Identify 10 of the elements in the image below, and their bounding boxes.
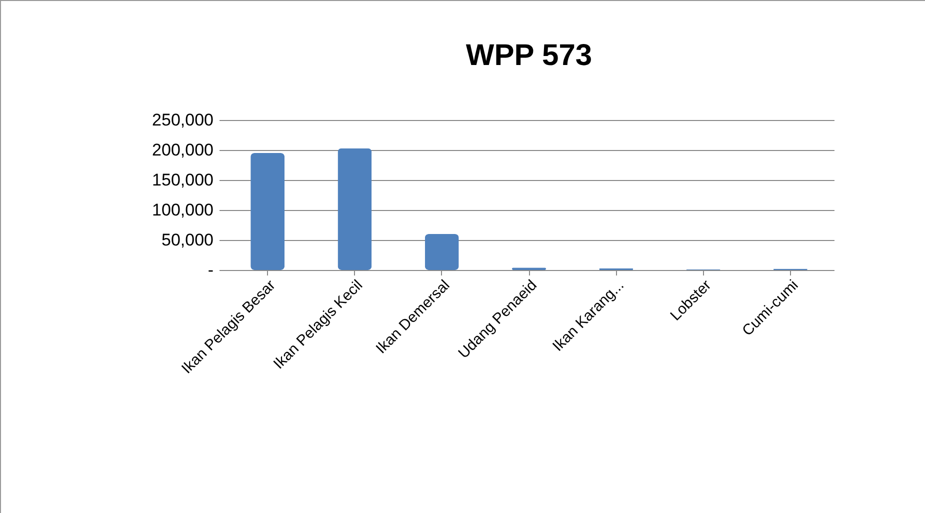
chart-title: WPP 573 [466,39,592,72]
y-tick-label: - [208,260,214,280]
y-tick-label: 250,000 [152,110,214,130]
bar [424,234,459,270]
bar [338,148,372,270]
y-tick-label: 50,000 [162,230,214,250]
y-tick-label: 150,000 [152,170,214,190]
y-tick-label: 100,000 [152,200,214,220]
bar [250,153,285,270]
y-tick-label: 200,000 [152,140,214,160]
